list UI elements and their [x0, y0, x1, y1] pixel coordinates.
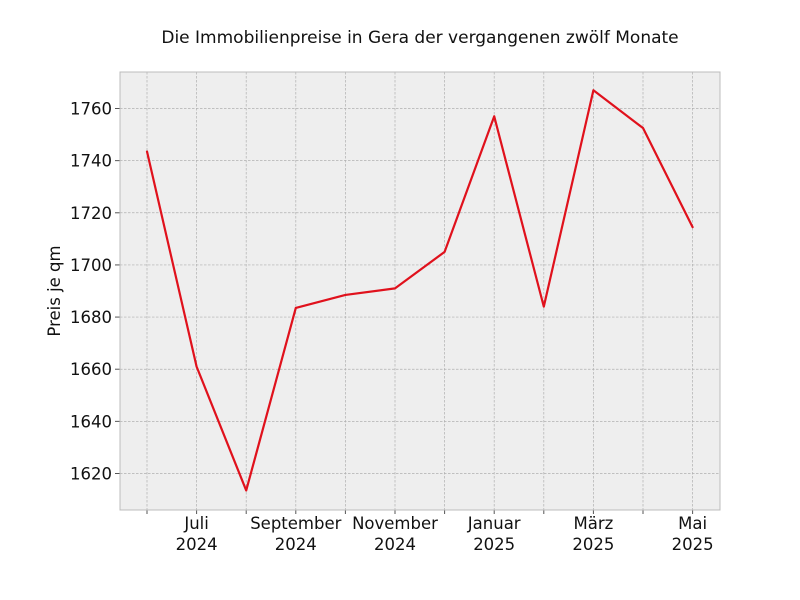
x-tick-label: Januar: [467, 514, 521, 533]
x-tick-label-year: 2025: [572, 535, 614, 554]
grid-lines: [120, 72, 720, 510]
chart-title: Die Immobilienpreise in Gera der vergang…: [161, 28, 678, 48]
y-tick-label: 1720: [70, 204, 112, 223]
y-tick-label: 1740: [70, 152, 112, 171]
y-tick-label: 1680: [70, 308, 112, 327]
x-tick-label: März: [574, 514, 614, 533]
x-tick-label: September: [250, 514, 341, 533]
y-tick-labels: 1620 1640 1660 1680 1700 1720 1740 1760: [70, 100, 112, 484]
x-tick-label-year: 2024: [275, 535, 317, 554]
plot-area: [120, 72, 720, 510]
x-tick-label-year: 2025: [672, 535, 714, 554]
y-tick-label: 1700: [70, 256, 112, 275]
y-tick-label: 1620: [70, 465, 112, 484]
y-tick-label: 1760: [70, 100, 112, 119]
x-tick-label: November: [352, 514, 438, 533]
y-tick-label: 1640: [70, 412, 112, 431]
plot-frame: [119, 71, 721, 511]
x-tick-label: Mai: [678, 514, 707, 533]
y-tick-label: 1660: [70, 360, 112, 379]
axis-ticks: [115, 108, 694, 514]
x-tick-labels: Juli 2024 September 2024 November 2024 Januar 2…: [176, 514, 714, 554]
x-tick-label-year: 2024: [176, 535, 218, 554]
x-tick-label: Juli: [183, 514, 209, 533]
series-line: [145, 89, 694, 492]
x-tick-label-year: 2024: [374, 535, 416, 554]
series-layer: [145, 89, 694, 492]
x-tick-label-year: 2025: [473, 535, 515, 554]
y-axis-label: Preis je qm: [45, 245, 64, 336]
